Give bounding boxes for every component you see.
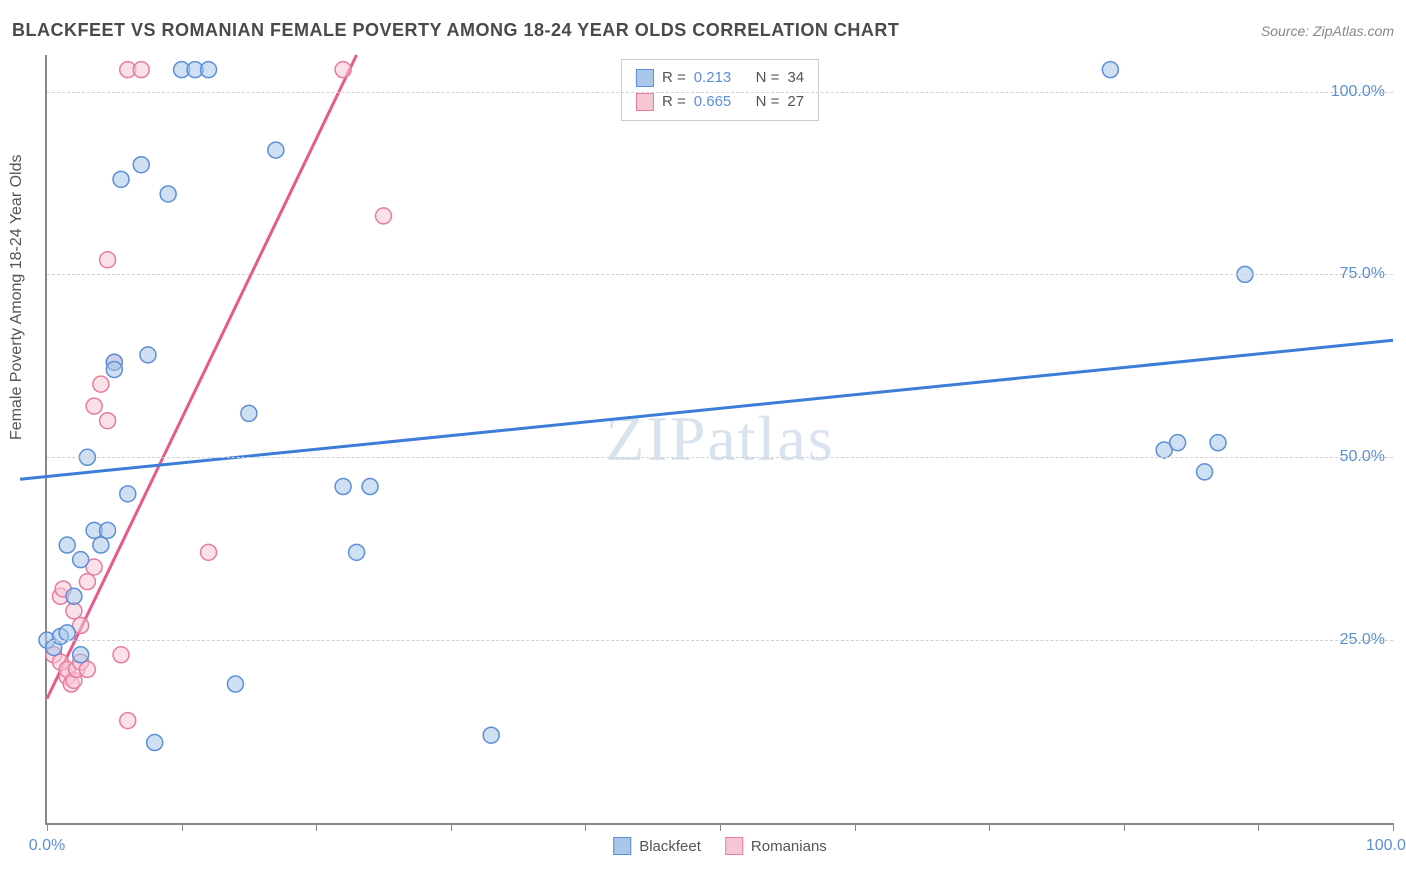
y-tick-label: 25.0% bbox=[1340, 631, 1385, 649]
x-tick-label: 100.0% bbox=[1366, 837, 1406, 855]
x-tick bbox=[316, 823, 317, 831]
y-tick-label: 75.0% bbox=[1340, 265, 1385, 283]
gridline bbox=[47, 640, 1393, 641]
blackfeet-point bbox=[140, 347, 156, 363]
romanians-point bbox=[100, 252, 116, 268]
blackfeet-point bbox=[106, 362, 122, 378]
romanians-point bbox=[201, 544, 217, 560]
x-tick bbox=[720, 823, 721, 831]
gridline bbox=[47, 457, 1393, 458]
blackfeet-point bbox=[93, 537, 109, 553]
gridline bbox=[47, 274, 1393, 275]
blackfeet-point bbox=[100, 522, 116, 538]
blackfeet-point bbox=[362, 479, 378, 495]
x-tick bbox=[585, 823, 586, 831]
blackfeet-point bbox=[160, 186, 176, 202]
blackfeet-point bbox=[73, 647, 89, 663]
blackfeet-point bbox=[1210, 435, 1226, 451]
blackfeet-point bbox=[59, 537, 75, 553]
blackfeet-point bbox=[349, 544, 365, 560]
blackfeet-point bbox=[147, 735, 163, 751]
romanians-point bbox=[376, 208, 392, 224]
romanians-point bbox=[93, 376, 109, 392]
blackfeet-point bbox=[120, 486, 136, 502]
romanians-point bbox=[133, 62, 149, 78]
swatch-pink bbox=[725, 837, 743, 855]
blackfeet-point bbox=[241, 405, 257, 421]
blackfeet-point bbox=[133, 157, 149, 173]
x-tick bbox=[1258, 823, 1259, 831]
blackfeet-point bbox=[1102, 62, 1118, 78]
chart-svg bbox=[47, 55, 1393, 823]
legend-item-blackfeet: Blackfeet bbox=[613, 837, 701, 855]
source-label: Source: ZipAtlas.com bbox=[1261, 23, 1394, 39]
swatch-blue bbox=[613, 837, 631, 855]
legend-item-romanians: Romanians bbox=[725, 837, 827, 855]
romanians-trendline bbox=[47, 55, 357, 699]
romanians-point bbox=[100, 413, 116, 429]
blackfeet-trendline bbox=[20, 340, 1393, 479]
plot-area: ZIPatlas R = 0.213 N = 34 R = 0.665 N = … bbox=[45, 55, 1393, 825]
romanians-point bbox=[66, 603, 82, 619]
romanians-point bbox=[113, 647, 129, 663]
blackfeet-point bbox=[483, 727, 499, 743]
x-tick bbox=[182, 823, 183, 831]
blackfeet-point bbox=[113, 171, 129, 187]
y-tick-label: 100.0% bbox=[1331, 83, 1385, 101]
romanians-point bbox=[79, 661, 95, 677]
legend-series: Blackfeet Romanians bbox=[613, 837, 827, 855]
romanians-point bbox=[120, 713, 136, 729]
legend-label: Romanians bbox=[751, 838, 827, 855]
x-tick bbox=[855, 823, 856, 831]
blackfeet-point bbox=[335, 479, 351, 495]
blackfeet-point bbox=[1170, 435, 1186, 451]
y-tick-label: 50.0% bbox=[1340, 448, 1385, 466]
gridline bbox=[47, 92, 1393, 93]
blackfeet-point bbox=[1197, 464, 1213, 480]
blackfeet-point bbox=[59, 625, 75, 641]
x-tick bbox=[47, 823, 48, 831]
romanians-point bbox=[86, 398, 102, 414]
romanians-point bbox=[335, 62, 351, 78]
blackfeet-point bbox=[227, 676, 243, 692]
legend-label: Blackfeet bbox=[639, 838, 701, 855]
blackfeet-point bbox=[66, 588, 82, 604]
y-axis-label: Female Poverty Among 18-24 Year Olds bbox=[8, 155, 26, 441]
x-tick bbox=[1124, 823, 1125, 831]
x-tick bbox=[451, 823, 452, 831]
blackfeet-point bbox=[201, 62, 217, 78]
romanians-point bbox=[79, 574, 95, 590]
x-tick bbox=[1393, 823, 1394, 831]
chart-title: BLACKFEET VS ROMANIAN FEMALE POVERTY AMO… bbox=[12, 20, 899, 41]
x-tick-label: 0.0% bbox=[29, 837, 65, 855]
blackfeet-point bbox=[73, 552, 89, 568]
x-tick bbox=[989, 823, 990, 831]
blackfeet-point bbox=[268, 142, 284, 158]
